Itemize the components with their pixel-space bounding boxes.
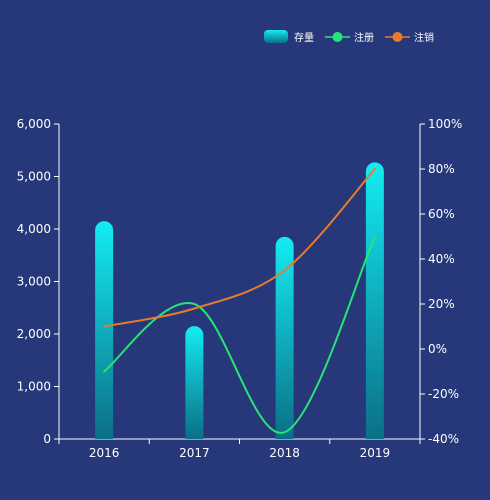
y-right-tick-label: 60% xyxy=(428,207,455,221)
bar-stock-2017[interactable] xyxy=(185,326,204,439)
legend-item-register[interactable]: 注册 xyxy=(325,31,374,44)
y-left-tick-label: 6,000 xyxy=(17,117,51,131)
bar-stock-2019[interactable] xyxy=(365,162,384,439)
y-left-tick-label: 5,000 xyxy=(17,170,51,184)
bar-stock-2016[interactable] xyxy=(95,221,114,439)
y-axis-right-ticks: -40% -20% 0% 20% 40% 60% 80% 100% xyxy=(420,117,462,446)
y-right-tick-label: -20% xyxy=(428,387,459,401)
x-tick-label: 2018 xyxy=(269,446,300,460)
legend-cancel-label: 注销 xyxy=(414,31,434,44)
legend-stock-swatch xyxy=(264,30,288,43)
line-cancel[interactable] xyxy=(103,168,376,328)
bar-stock-2018[interactable] xyxy=(275,236,294,439)
y-right-tick-label: 0% xyxy=(428,342,447,356)
legend-item-stock[interactable]: 存量 xyxy=(264,30,314,44)
legend-register-label: 注册 xyxy=(354,31,374,44)
y-right-tick-label: -40% xyxy=(428,432,459,446)
legend[interactable]: 存量 注册 注销 xyxy=(264,30,434,44)
legend-item-cancel[interactable]: 注销 xyxy=(385,31,434,44)
y-left-tick-label: 2,000 xyxy=(17,327,51,341)
legend-cancel-marker xyxy=(392,32,403,42)
y-axis-left-ticks: 0 1,000 2,000 3,000 4,000 5,000 6,000 xyxy=(17,117,59,446)
y-right-tick-label: 40% xyxy=(428,252,455,266)
x-tick-label: 2016 xyxy=(89,446,120,460)
bar-series-stock xyxy=(95,162,384,439)
legend-register-marker xyxy=(332,32,343,42)
line-register[interactable] xyxy=(103,235,376,434)
x-axis-ticks: 2016 2017 2018 2019 xyxy=(58,439,421,460)
x-tick-label: 2017 xyxy=(179,446,210,460)
x-tick-label: 2019 xyxy=(360,446,391,460)
y-right-tick-label: 100% xyxy=(428,117,462,131)
legend-stock-label: 存量 xyxy=(294,31,314,44)
y-right-tick-label: 80% xyxy=(428,162,455,176)
y-left-tick-label: 3,000 xyxy=(17,275,51,289)
y-left-tick-label: 1,000 xyxy=(17,380,51,394)
line-series xyxy=(103,168,376,434)
y-right-tick-label: 20% xyxy=(428,297,455,311)
y-left-tick-label: 4,000 xyxy=(17,222,51,236)
y-left-tick-label: 0 xyxy=(43,432,51,446)
